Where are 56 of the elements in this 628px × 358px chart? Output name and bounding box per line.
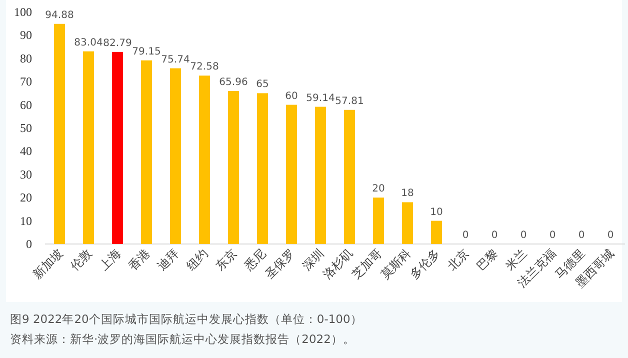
data-label: 0 [578,230,585,241]
x-tick-label: 东京 [212,246,240,274]
data-label: 72.58 [190,62,219,73]
bar [54,24,65,244]
data-label: 57.81 [335,96,364,107]
bar [286,104,297,244]
data-label: 0 [462,230,469,241]
y-tick-label: 60 [20,98,32,112]
bar [257,93,268,244]
y-tick-label: 50 [20,121,32,135]
bar [431,220,442,244]
bar [112,52,123,244]
y-tick-label: 80 [20,51,32,66]
data-label: 82.79 [103,38,132,49]
data-label: 18 [401,188,414,200]
data-label: 0 [549,230,556,241]
data-label: 79.15 [132,46,161,58]
data-label: 0 [607,230,614,241]
text: 图9 2022年20个国际城市国际航运中发展心指数（单位：0-100） [10,312,362,326]
data-label: 0 [520,230,527,241]
bar [315,106,326,244]
bar [83,51,94,244]
x-tick-label: 北京 [444,246,472,274]
data-label: 75.74 [161,54,190,66]
x-tick-label: 新加坡 [30,246,66,282]
data-label: 65 [256,79,269,90]
x-tick-label: 迪拜 [154,246,182,274]
bar [170,68,181,244]
y-tick-label: 20 [20,190,32,205]
bar [228,90,239,244]
data-label: 20 [372,184,385,195]
bar [373,198,384,244]
bar [199,76,210,244]
data-label: 59.14 [306,92,335,104]
bar [402,202,413,244]
x-tick-label: 上海 [96,246,124,274]
data-label: 83.04 [74,37,103,48]
data-label: 10 [430,206,443,218]
x-tick-label: 香港 [126,246,153,274]
y-tick-label: 10 [20,214,32,228]
y-tick-label: 100 [14,5,32,19]
data-label: 60 [285,90,298,102]
data-label: 65.96 [219,76,248,88]
x-tick-label: 巴黎 [474,246,501,274]
bar [344,110,355,244]
y-tick-label: 40 [20,144,32,158]
x-tick-label: 纽约 [184,246,211,274]
text: 资料来源：新华·波罗的海国际航运中心发展指数报告（2022）。 [10,332,355,346]
y-tick-label: 90 [20,28,32,42]
data-label: 0 [491,230,498,241]
y-tick-label: 30 [20,167,32,182]
y-tick-label: 0 [26,237,32,251]
bar [141,60,152,244]
x-tick-label: 伦敦 [68,246,95,274]
data-label: 94.88 [45,10,74,21]
y-tick-label: 70 [20,74,32,89]
